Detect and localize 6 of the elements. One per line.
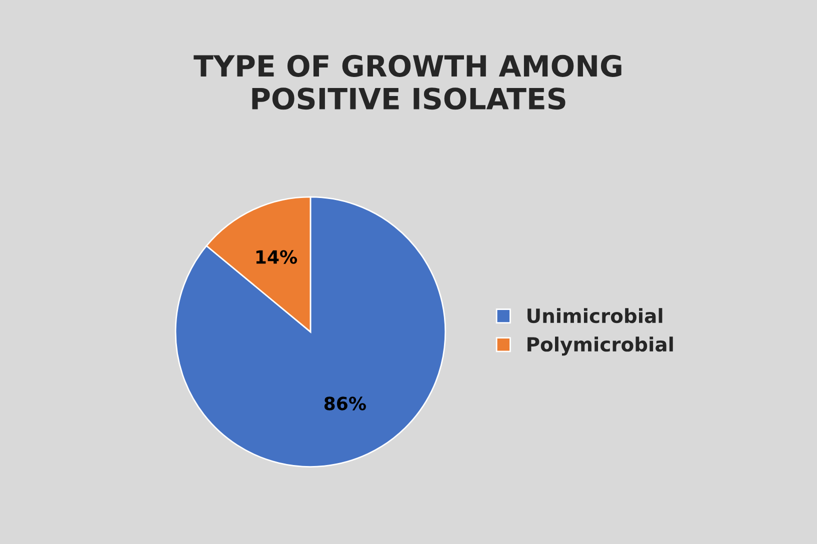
chart-title: TYPE OF GROWTH AMONG POSITIVE ISOLATES [194, 54, 622, 110]
legend-label: Polymicrobial [528, 336, 673, 356]
data-label: 86% [324, 396, 366, 410]
legend-label: Unimicrobial [528, 308, 662, 324]
pie-slice [174, 196, 446, 468]
data-label: 14% [256, 250, 298, 264]
